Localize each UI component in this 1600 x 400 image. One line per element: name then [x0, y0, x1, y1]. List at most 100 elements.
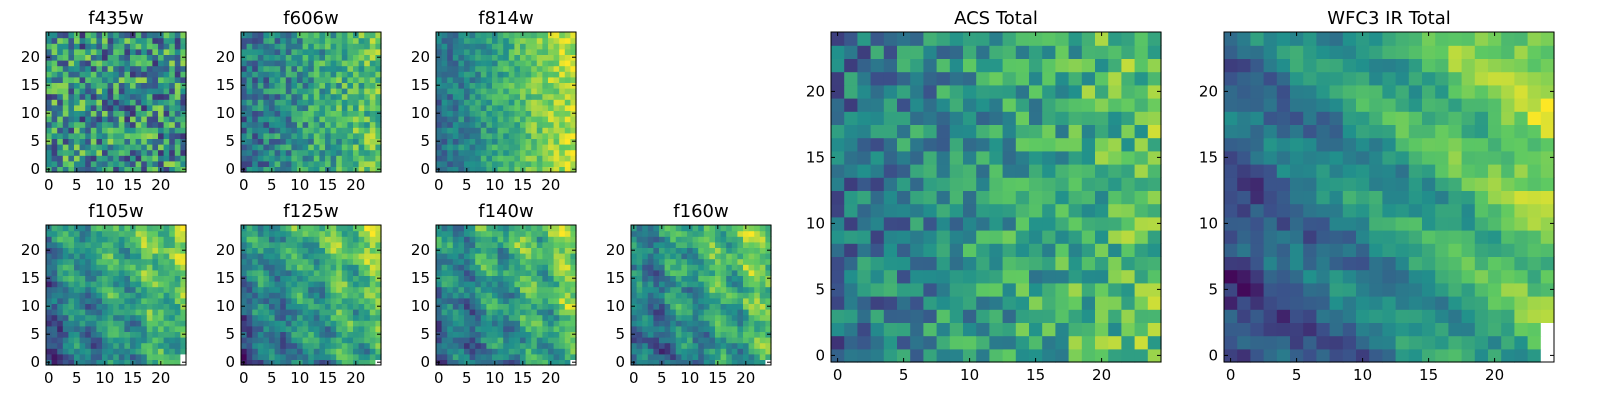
heatmap-cell	[709, 225, 716, 232]
heatmap-cell	[51, 331, 58, 338]
heatmap-cell	[325, 48, 332, 55]
heatmap-cell	[152, 54, 159, 61]
heatmap-cell	[963, 322, 977, 337]
heatmap-cell	[163, 258, 170, 265]
heatmap-cell	[720, 236, 727, 243]
heatmap-cell	[525, 82, 532, 89]
heatmap-cell	[765, 236, 772, 243]
heatmap-cell	[280, 325, 287, 332]
heatmap-cell	[113, 54, 120, 61]
heatmap-cell	[564, 37, 571, 44]
heatmap-cell	[936, 322, 951, 337]
heatmap-cell	[743, 247, 750, 254]
heatmap-cell	[548, 37, 555, 44]
heatmap-cell	[79, 110, 86, 117]
heatmap-cell	[135, 353, 142, 360]
heatmap-cell	[436, 160, 443, 167]
heatmap-cell	[146, 144, 153, 151]
heatmap-cell	[246, 275, 253, 282]
heatmap-cell	[464, 286, 471, 293]
heatmap-cell	[252, 48, 259, 55]
heatmap-cell	[252, 116, 259, 123]
heatmap-cell	[464, 71, 471, 78]
heatmap-cell	[118, 225, 125, 232]
heatmap-cell	[313, 314, 320, 321]
heatmap-cell	[330, 166, 337, 173]
y-tick-label: 10	[216, 104, 235, 122]
heatmap-cell	[297, 292, 304, 299]
heatmap-cell	[246, 337, 253, 344]
heatmap-cell	[358, 116, 365, 123]
heatmap-cell	[564, 325, 571, 332]
heatmap-cell	[514, 264, 521, 271]
heatmap-cell	[883, 177, 898, 191]
heatmap-cell	[743, 309, 750, 316]
heatmap-cell	[536, 309, 543, 316]
heatmap-cell	[325, 314, 332, 321]
heatmap-cell	[737, 225, 744, 232]
heatmap-cell	[536, 292, 543, 299]
heatmap-cell	[737, 331, 744, 338]
heatmap-cell	[664, 286, 671, 293]
heatmap-cell	[475, 331, 482, 338]
heatmap-cell	[698, 314, 705, 321]
heatmap-cell	[525, 121, 532, 128]
heatmap-cell	[336, 331, 343, 338]
heatmap-cell	[285, 314, 292, 321]
heatmap-cell	[124, 155, 131, 162]
heatmap-cell	[503, 99, 510, 106]
heatmap-cell	[726, 359, 733, 366]
heatmap-cell	[74, 149, 81, 156]
heatmap-cell	[241, 144, 248, 151]
heatmap-cell	[347, 269, 354, 276]
heatmap-cell	[715, 253, 722, 260]
heatmap-cell	[74, 99, 81, 106]
heatmap-cell	[475, 88, 482, 95]
heatmap-cell	[79, 258, 86, 265]
heatmap-cell	[936, 296, 951, 310]
heatmap-cell	[508, 337, 515, 344]
heatmap-cell	[336, 309, 343, 316]
heatmap-cell	[74, 337, 81, 344]
heatmap-cell	[308, 314, 315, 321]
heatmap-cell	[79, 127, 86, 134]
heatmap-cell	[759, 281, 766, 288]
heatmap-cell	[341, 264, 348, 271]
heatmap-cell	[542, 37, 549, 44]
heatmap-cell	[520, 342, 527, 349]
heatmap-cell	[497, 37, 504, 44]
heatmap-cell	[107, 258, 114, 265]
heatmap-cell	[280, 359, 287, 366]
heatmap-cell	[325, 88, 332, 95]
heatmap-cell	[525, 297, 532, 304]
heatmap-cell	[486, 82, 493, 89]
heatmap-cell	[1095, 269, 1109, 284]
heatmap-cell	[313, 269, 320, 276]
heatmap-cell	[452, 236, 459, 243]
heatmap-cell	[252, 253, 259, 260]
heatmap-cell	[308, 110, 315, 117]
heatmap-cell	[737, 269, 744, 276]
heatmap-cell	[364, 110, 371, 117]
heatmap-cell	[464, 48, 471, 55]
heatmap-cell	[731, 297, 738, 304]
heatmap-cell	[74, 82, 81, 89]
heatmap-cell	[553, 32, 560, 39]
heatmap-cell	[124, 303, 131, 310]
heatmap-cell	[709, 247, 716, 254]
y-tick-label: 20	[21, 241, 40, 259]
heatmap-cell	[107, 149, 114, 156]
heatmap-cell	[963, 269, 977, 284]
heatmap-cell	[252, 76, 259, 83]
heatmap-cell	[642, 314, 649, 321]
heatmap-cell	[325, 275, 332, 282]
heatmap-cell	[358, 241, 365, 248]
heatmap-cell	[559, 292, 566, 299]
heatmap-cell	[536, 32, 543, 39]
heatmap-cell	[302, 269, 309, 276]
heatmap-cell	[486, 331, 493, 338]
heatmap-cell	[118, 160, 125, 167]
heatmap-cell	[559, 155, 566, 162]
heatmap-cell	[124, 71, 131, 78]
